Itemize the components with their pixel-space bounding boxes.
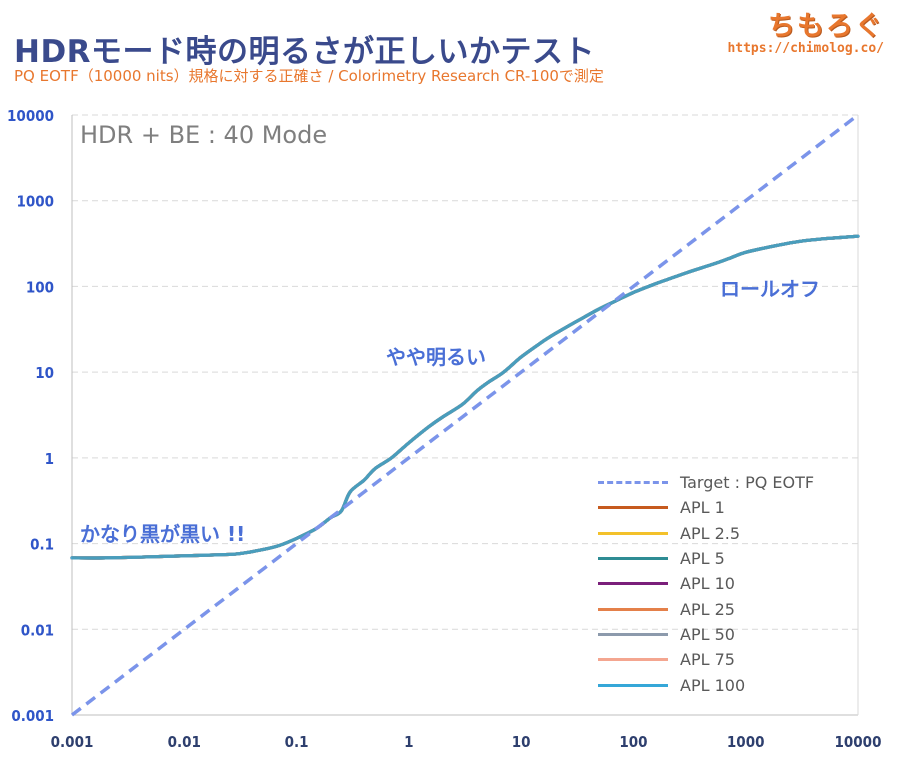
legend-swatch [598, 506, 668, 510]
annotation-bright: やや明るい [386, 345, 486, 369]
brand-logo: ちもろぐ https://chimolog.co/ [727, 4, 884, 56]
y-tick-label-6: 1000 [16, 193, 54, 211]
legend-label: APL 1 [680, 498, 725, 518]
legend-swatch [598, 632, 668, 636]
series-line-overlay [71, 234, 859, 560]
x-tick-label-7: 10000 [835, 733, 882, 751]
legend-item: APL 5 [598, 546, 814, 571]
legend-label: APL 5 [680, 549, 725, 569]
series-line-target [70, 113, 860, 717]
legend-label: APL 2.5 [680, 523, 741, 543]
chart-title: HDRモード時の明るさが正しいかテスト [14, 34, 596, 70]
legend-label: APL 50 [680, 624, 735, 644]
legend-swatch [598, 683, 668, 687]
legend-swatch [598, 557, 668, 561]
x-tick-label-4: 10 [512, 733, 531, 751]
y-tick-label-0: 0.001 [11, 707, 54, 725]
brand-url: https://chimolog.co/ [727, 41, 884, 56]
legend-label: APL 100 [680, 675, 746, 695]
mode-label: HDR + BE : 40 Mode [80, 121, 328, 149]
y-tick-label-2: 0.1 [30, 536, 54, 554]
chart-subtitle: PQ EOTF（10000 nits）規格に対する正確さ / Colorimet… [14, 67, 604, 85]
y-tick-label-1: 0.01 [21, 621, 54, 639]
x-tick-label-5: 100 [619, 733, 647, 751]
x-tick-label-3: 1 [404, 733, 413, 751]
legend-item: Target : PQ EOTF [598, 470, 814, 495]
x-tick-label-1: 0.01 [168, 733, 201, 751]
legend-label: Target : PQ EOTF [680, 473, 815, 493]
x-tick-label-0: 0.001 [51, 733, 94, 751]
legend-item: APL 25 [598, 596, 814, 621]
legend-label: APL 10 [680, 574, 735, 594]
annotation-rolloff: ロールオフ [720, 277, 820, 301]
legend-item: APL 1 [598, 495, 814, 520]
legend: Target : PQ EOTF APL 1 APL 2.5 APL 5 APL 10 A… [598, 470, 814, 698]
legend-item: APL 10 [598, 571, 814, 596]
y-tick-label-5: 100 [26, 278, 54, 296]
brand-name: ちもろぐ [768, 11, 884, 42]
legend-swatch [598, 582, 668, 586]
legend-swatch [598, 658, 668, 662]
x-tick-label-6: 1000 [727, 733, 765, 751]
legend-item: APL 100 [598, 672, 814, 697]
x-tick-label-2: 0.1 [285, 733, 309, 751]
y-tick-label-3: 1 [45, 450, 54, 468]
annotation-black: かなり黒が黒い !! [80, 522, 246, 546]
legend-item: APL 75 [598, 647, 814, 672]
legend-label: APL 75 [680, 650, 735, 670]
y-tick-label-7: 10000 [7, 107, 54, 125]
y-tick-label-4: 10 [35, 364, 54, 382]
legend-swatch [598, 531, 668, 535]
legend-swatch [598, 607, 668, 611]
legend-item: APL 50 [598, 622, 814, 647]
legend-label: APL 25 [680, 599, 735, 619]
legend-item: APL 2.5 [598, 521, 814, 546]
legend-swatch [598, 481, 668, 485]
